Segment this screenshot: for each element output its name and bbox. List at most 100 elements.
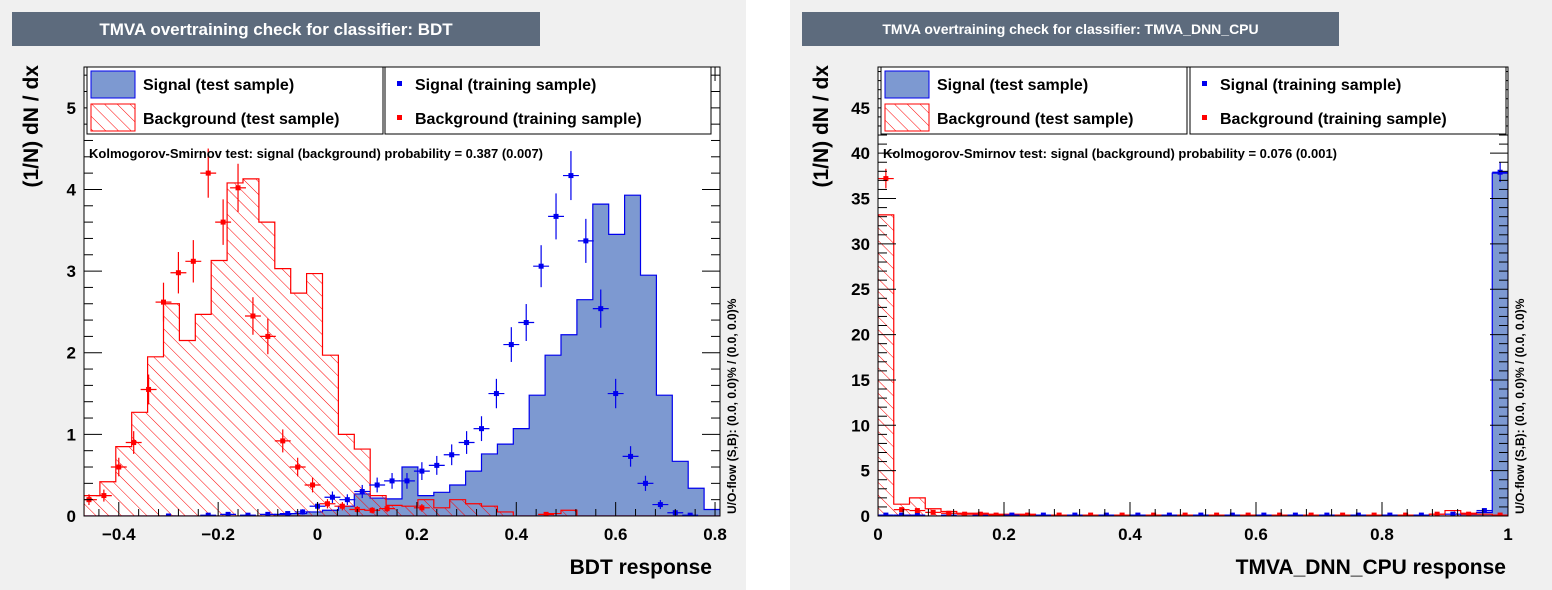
dnn-legend-box	[880, 66, 1188, 135]
bdt-signal-train-points-point	[592, 289, 609, 328]
dnn-y-tick-label: 40	[851, 144, 870, 163]
bdt-legend-signal-test-swatch	[90, 70, 136, 99]
dnn-x-tick-label: 1	[1503, 525, 1512, 544]
dnn-background-train-points-point	[1366, 512, 1382, 516]
bdt-signal-train-points-point	[399, 473, 415, 489]
bdt-x-tick-label: 0.6	[604, 525, 628, 544]
bdt-signal-train-points-point	[354, 484, 371, 499]
bdt-background-train-points-point	[140, 374, 157, 405]
bdt-signal-train-points-point	[473, 416, 490, 442]
bdt-signal-train-points-point	[279, 511, 296, 516]
dnn-y-tick-label: 25	[851, 280, 870, 299]
bdt-ks-test-text: Kolmogorov-Smirnov test: signal (backgro…	[89, 146, 543, 161]
dnn-signal-train-points-point	[878, 512, 894, 516]
bdt-y-tick-label: 5	[67, 99, 76, 118]
dnn-signal-train-points-point	[909, 512, 926, 516]
bdt-x-tick-label: 0.2	[405, 525, 429, 544]
dnn-signal-train-points-point	[1476, 508, 1493, 514]
bdt-legend-background-test-swatch	[90, 103, 136, 132]
dnn-x-tick-label: 0	[873, 525, 882, 544]
dnn-signal-train-points-point	[893, 512, 910, 516]
bdt-legend-background-train-marker	[397, 115, 402, 120]
bdt-signal-train-points-point	[443, 444, 460, 466]
bdt-chart-title: TMVA overtraining check for classifier: …	[99, 20, 453, 39]
dnn-y-tick-label: 0	[861, 507, 870, 526]
bdt-signal-train-points-point	[160, 513, 177, 516]
bdt-canvas: TMVA overtraining check for classifier: …	[0, 0, 746, 590]
bdt-signal-train-points-point	[652, 500, 669, 510]
bdt-signal-train-points-point	[200, 512, 217, 516]
bdt-legend-background-train: Background (training sample)	[415, 111, 642, 128]
bdt-background-train-points-point	[125, 431, 142, 454]
dnn-signal-train-points-point	[1492, 162, 1508, 183]
bdt-background-train-points-point	[110, 457, 127, 477]
bdt-title-box	[12, 12, 540, 46]
bdt-signal-train-points-point	[562, 151, 579, 201]
dnn-chart-title: TMVA overtraining check for classifier: …	[882, 21, 1258, 37]
dnn-legend-background-train-marker	[1202, 115, 1207, 120]
bdt-signal-train-points-point	[384, 473, 401, 489]
bdt-signal-train-points-point	[369, 477, 386, 493]
bdt-background-train-points-point	[215, 199, 232, 245]
bdt-legend-signal-train: Signal (training sample)	[415, 77, 596, 94]
bdt-signal-train-points-point	[518, 304, 535, 341]
dnn-legend-signal-test-swatch	[884, 70, 930, 99]
bdt-background-train-points-point	[155, 282, 172, 322]
dnn-signal-train-points-point	[1287, 512, 1304, 516]
bdt-background-train-points-point	[319, 499, 336, 509]
bdt-background-test-histogram	[84, 178, 720, 516]
bdt-overflow-text: U/O-flow (S,B): (0.0, 0.0)% / (0.0, 0.0)…	[725, 298, 739, 514]
dnn-y-tick-label: 10	[851, 416, 870, 435]
dnn-background-train-points-point	[1114, 512, 1130, 516]
bdt-signal-train-points-point	[548, 193, 564, 240]
dnn-x-tick-label: 0.4	[1118, 525, 1142, 544]
dnn-legend-signal-train-marker	[1202, 81, 1207, 86]
bdt-background-train-points-point	[274, 429, 291, 453]
dnn-signal-train-points-point	[1035, 512, 1052, 516]
dnn-signal-train-points	[878, 162, 1508, 516]
dnn-background-train-points-point	[1145, 512, 1162, 516]
bdt-signal-train-points-point	[488, 378, 505, 409]
dnn-background-train-points-point	[925, 509, 941, 515]
dnn-legend-background-test: Background (test sample)	[937, 111, 1133, 128]
dnn-y-axis-title: (1/N) dN / dx	[810, 65, 833, 188]
dnn-signal-train-points-point	[1319, 512, 1335, 516]
dnn-background-train-points	[878, 168, 1508, 516]
bdt-background-train-points-point	[170, 252, 187, 294]
dnn-background-train-points-point	[1240, 512, 1256, 516]
dnn-legend-signal-test: Signal (test sample)	[937, 77, 1088, 94]
bdt-signal-train-points-point	[622, 446, 639, 467]
bdt-y-axis-title: (1/N) dN / dx	[20, 65, 43, 188]
bdt-signal-train-points-point	[339, 494, 356, 506]
dnn-y-tick-label: 20	[851, 326, 870, 345]
dnn-background-train-points-point	[1397, 512, 1414, 516]
dnn-signal-train-points-point	[1004, 512, 1020, 516]
dnn-signal-train-points-point	[1193, 512, 1209, 516]
dnn-signal-train-points-point	[1161, 512, 1178, 516]
bdt-x-tick-label: 0.8	[703, 525, 727, 544]
bdt-background-train-points-point	[230, 163, 246, 212]
bdt-background-train-points-point	[200, 148, 217, 198]
dnn-legend-box	[1189, 66, 1507, 135]
bdt-legend-box	[384, 66, 712, 135]
dnn-signal-train-points-point	[1382, 512, 1398, 516]
bdt-signal-train-points-point	[503, 327, 520, 362]
dnn-chart: TMVA overtraining check for classifier: …	[802, 12, 1527, 579]
dnn-x-tick-label: 0.6	[1244, 525, 1268, 544]
dnn-y-tick-label: 30	[851, 235, 870, 254]
bdt-background-train-points-point	[379, 505, 396, 513]
dnn-background-train-points-point	[1019, 512, 1036, 516]
dnn-y-tick-label: 15	[851, 371, 870, 390]
bdt-signal-train-points-point	[577, 218, 594, 263]
bdt-y-tick-label: 4	[67, 180, 77, 199]
bdt-background-train-points-point	[185, 240, 202, 283]
dnn-background-train-points-point	[1082, 512, 1099, 516]
dnn-y-tick-label: 45	[851, 99, 870, 118]
bdt-legend-box	[86, 66, 384, 135]
bdt-y-tick-label: 1	[67, 425, 76, 444]
dnn-signal-train-points-point	[1350, 512, 1367, 516]
dnn-background-train-points-point	[893, 507, 910, 513]
bdt-legend-background-test: Background (test sample)	[143, 111, 339, 128]
dnn-legend-background-test-swatch	[884, 103, 930, 132]
bdt-background-train-points-point	[259, 318, 276, 355]
